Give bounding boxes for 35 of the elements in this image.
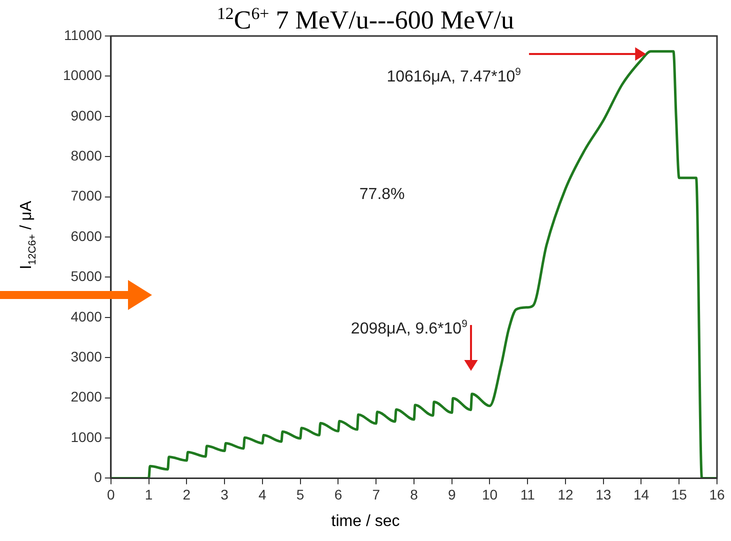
x-tick-label: 8 [410,486,418,502]
x-tick-label: 16 [709,486,725,502]
x-tick-label: 10 [482,486,498,502]
y-tick-label: 4000 [70,308,102,324]
x-tick-label: 5 [296,486,304,502]
y-tick-label: 2000 [70,388,102,405]
y-tick-label: 9000 [70,107,102,124]
x-tick-label: 15 [671,486,688,502]
y-tick-label: 7000 [70,188,102,204]
x-tick-label: 12 [558,486,574,502]
x-tick-label: 14 [633,486,650,502]
x-tick-label: 0 [107,486,116,502]
annotation: 2098μA, 9.6*10$^{9}$ [350,319,468,338]
y-tick-label: 5000 [70,268,102,284]
chart-title: $^{12}$C$^{6+}$ 7 MeV/u---600 MeV/u [216,4,514,35]
x-tick-label: 2 [182,486,191,502]
y-tick-label: 0 [94,469,102,486]
x-tick-label: 9 [448,486,456,502]
x-tick-label: 1 [144,486,153,502]
x-tick-label: 11 [520,486,536,502]
annotation: 77.8% [359,186,405,204]
x-tick-label: 3 [220,486,229,502]
annotation: 10616μA, 7.47*10$^{9}$ [386,66,521,86]
y-tick-label: 6000 [70,228,102,244]
y-tick-label: 3000 [70,348,102,364]
x-tick-label: 7 [372,486,380,502]
y-tick-label: 10000 [62,67,102,84]
y-tick-label: 11000 [64,26,102,43]
x-tick-label: 4 [258,486,267,502]
y-tick-label: 1000 [70,428,102,445]
line-series [110,50,717,478]
y-tick-label: 8000 [70,147,102,164]
x-tick-label: 13 [596,486,612,502]
x-tick-label: 6 [334,486,342,502]
x-axis-title: time / sec [330,513,401,531]
